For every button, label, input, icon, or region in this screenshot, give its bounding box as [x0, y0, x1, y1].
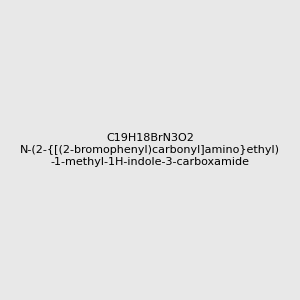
Text: C19H18BrN3O2
N-(2-{[(2-bromophenyl)carbonyl]amino}ethyl)
-1-methyl-1H-indole-3-c: C19H18BrN3O2 N-(2-{[(2-bromophenyl)carbo… — [20, 134, 280, 166]
